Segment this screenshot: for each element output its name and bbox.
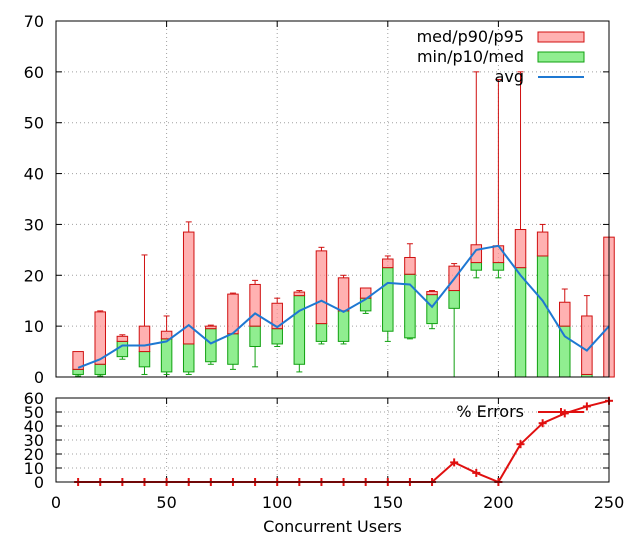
- min-p10-med-box: [470, 262, 483, 271]
- med-p90-p95-box: [426, 291, 438, 296]
- top-y-tick-label: 40: [24, 165, 44, 184]
- med-p90-p95-box: [249, 283, 261, 327]
- med-p90-p95-box: [492, 245, 505, 264]
- legend-swatch: [537, 31, 585, 43]
- legend-swatch: [537, 51, 585, 63]
- errors-line: [78, 399, 610, 484]
- min-p10-med-box: [94, 363, 106, 375]
- med-p90-p95-box: [94, 311, 106, 365]
- min-p10-med-box: [426, 294, 438, 325]
- med-p90-p95-box: [116, 335, 129, 342]
- min-p10-med-box: [492, 262, 505, 271]
- min-p10-med-box: [227, 333, 239, 365]
- bottom-x-tick-label: 250: [594, 493, 625, 512]
- errors-point: [450, 458, 459, 467]
- bottom-y-tick-label: 60: [24, 389, 44, 408]
- errors-point: [472, 468, 481, 477]
- bottom-x-tick-label: 50: [156, 493, 176, 512]
- top-y-tick-label: 50: [24, 114, 44, 133]
- legend-label: % Errors: [456, 402, 524, 421]
- med-p90-p95-box: [404, 256, 416, 275]
- min-p10-med-box: [315, 323, 328, 342]
- avg-line: [77, 244, 610, 369]
- med-p90-p95-box: [315, 250, 328, 325]
- min-p10-med-box: [382, 267, 394, 332]
- errors-point: [538, 419, 547, 428]
- bottom-y-tick-label: 30: [24, 431, 44, 450]
- med-p90-p95-box: [160, 330, 173, 340]
- bottom-x-tick-label: 0: [51, 493, 61, 512]
- min-p10-med-box: [337, 310, 350, 342]
- bottom-x-tick-label: 100: [262, 493, 293, 512]
- top-y-tick-label: 60: [24, 63, 44, 82]
- top-y-tick-label: 20: [24, 266, 44, 285]
- top-y-tick-label: 0: [34, 368, 44, 387]
- legend-label: med/p90/p95: [417, 27, 524, 46]
- top-y-tick-label: 30: [24, 215, 44, 234]
- min-p10-med-box: [514, 267, 527, 378]
- min-p10-med-box: [205, 328, 217, 363]
- med-p90-p95-box: [182, 231, 195, 345]
- min-p10-med-box: [72, 368, 84, 375]
- x-axis-title: Concurrent Users: [263, 517, 402, 536]
- med-p90-p95-box: [138, 325, 151, 353]
- min-p10-med-box: [182, 343, 195, 373]
- bottom-y-tick-label: 0: [34, 473, 44, 492]
- med-p90-p95-box: [205, 325, 217, 330]
- bottom-plot-frame: [55, 397, 610, 483]
- legend-label: avg: [495, 67, 524, 86]
- med-p90-p95-box: [559, 301, 571, 327]
- bottom-y-tick-label: 10: [24, 459, 44, 478]
- med-p90-p95-box: [382, 258, 394, 269]
- min-p10-med-box: [116, 340, 129, 358]
- med-p90-p95-box: [72, 351, 84, 370]
- med-p90-p95-box: [514, 229, 527, 269]
- top-plot-frame: [55, 20, 610, 378]
- errors-point: [582, 402, 591, 411]
- min-p10-med-box: [536, 255, 549, 378]
- med-p90-p95-box: [271, 302, 283, 330]
- min-p10-med-box: [249, 325, 261, 347]
- med-p90-p95-box: [227, 293, 239, 335]
- med-p90-p95-box: [337, 277, 350, 312]
- min-p10-med-box: [138, 351, 151, 368]
- med-p90-p95-box: [470, 244, 483, 264]
- bottom-y-tick-label: 50: [24, 403, 44, 422]
- bottom-y-tick-label: 40: [24, 417, 44, 436]
- bottom-y-tick-label: 20: [24, 445, 44, 464]
- bottom-x-tick-label: 200: [483, 493, 514, 512]
- min-p10-med-box: [559, 325, 571, 378]
- top-y-tick-label: 10: [24, 317, 44, 336]
- errors-point: [560, 409, 569, 418]
- bottom-x-tick-label: 150: [373, 493, 404, 512]
- min-p10-med-box: [271, 328, 283, 345]
- errors-point: [516, 440, 525, 449]
- min-p10-med-box: [160, 338, 173, 373]
- min-p10-med-box: [293, 295, 306, 365]
- top-y-tick-label: 70: [24, 12, 44, 31]
- legend-label: min/p10/med: [417, 47, 524, 66]
- min-p10-med-box: [448, 290, 460, 309]
- med-p90-p95-box: [536, 231, 549, 257]
- med-p90-p95-box: [293, 291, 306, 297]
